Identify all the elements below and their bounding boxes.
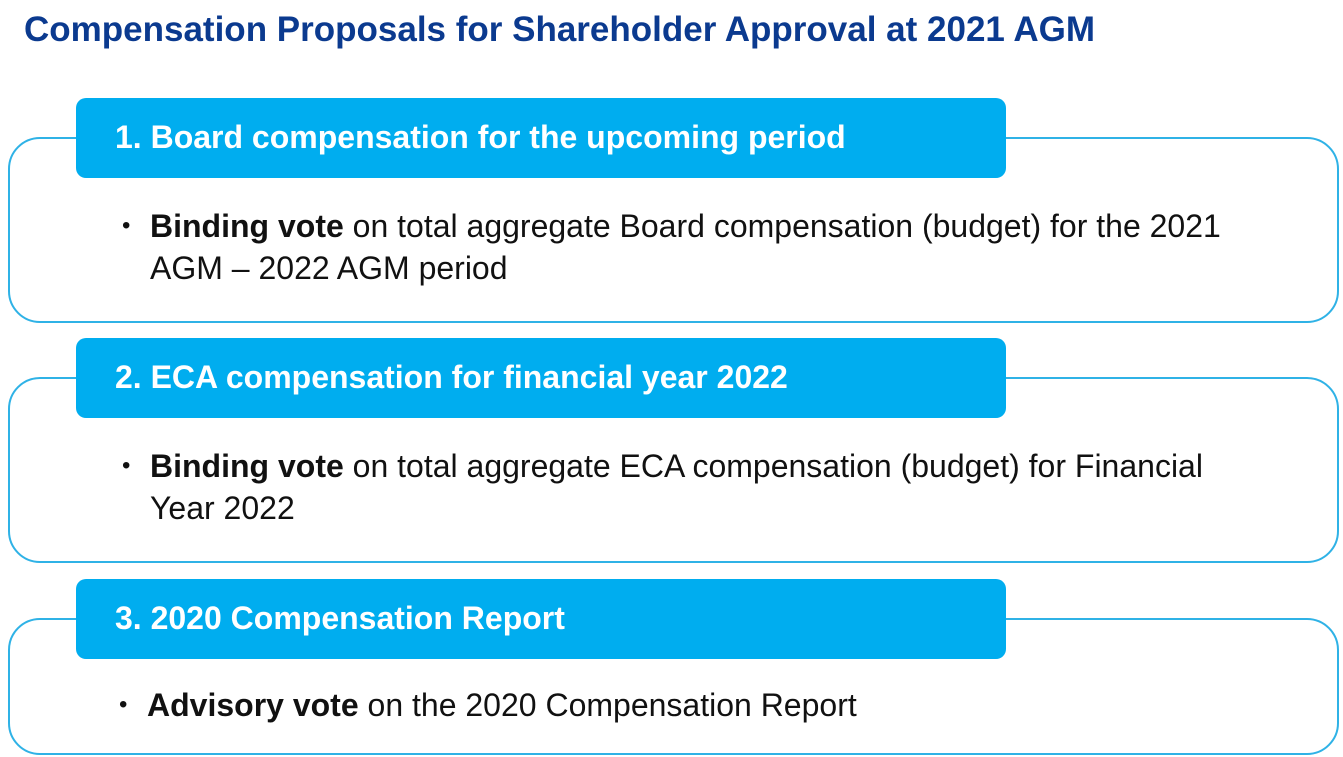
bullet-text: on the 2020 Compensation Report — [367, 687, 857, 723]
bullet-text: on total aggregate ECA compensation (bud… — [150, 448, 1203, 526]
bullet: Binding vote on total aggregate Board co… — [122, 205, 1225, 289]
bullet-bold: Advisory vote — [147, 687, 359, 723]
bullet-text: on total aggregate Board compensation (b… — [150, 208, 1221, 286]
section-heading: 1. Board compensation for the upcoming p… — [76, 98, 1006, 178]
bullet: Binding vote on total aggregate ECA comp… — [122, 445, 1225, 529]
bullet-bold: Binding vote — [150, 208, 344, 244]
section-heading: 3. 2020 Compensation Report — [76, 579, 1006, 659]
slide-title: Compensation Proposals for Shareholder A… — [24, 10, 1095, 49]
bullet-bold: Binding vote — [150, 448, 344, 484]
bullet: Advisory vote on the 2020 Compensation R… — [119, 684, 1222, 726]
section-heading: 2. ECA compensation for financial year 2… — [76, 338, 1006, 418]
